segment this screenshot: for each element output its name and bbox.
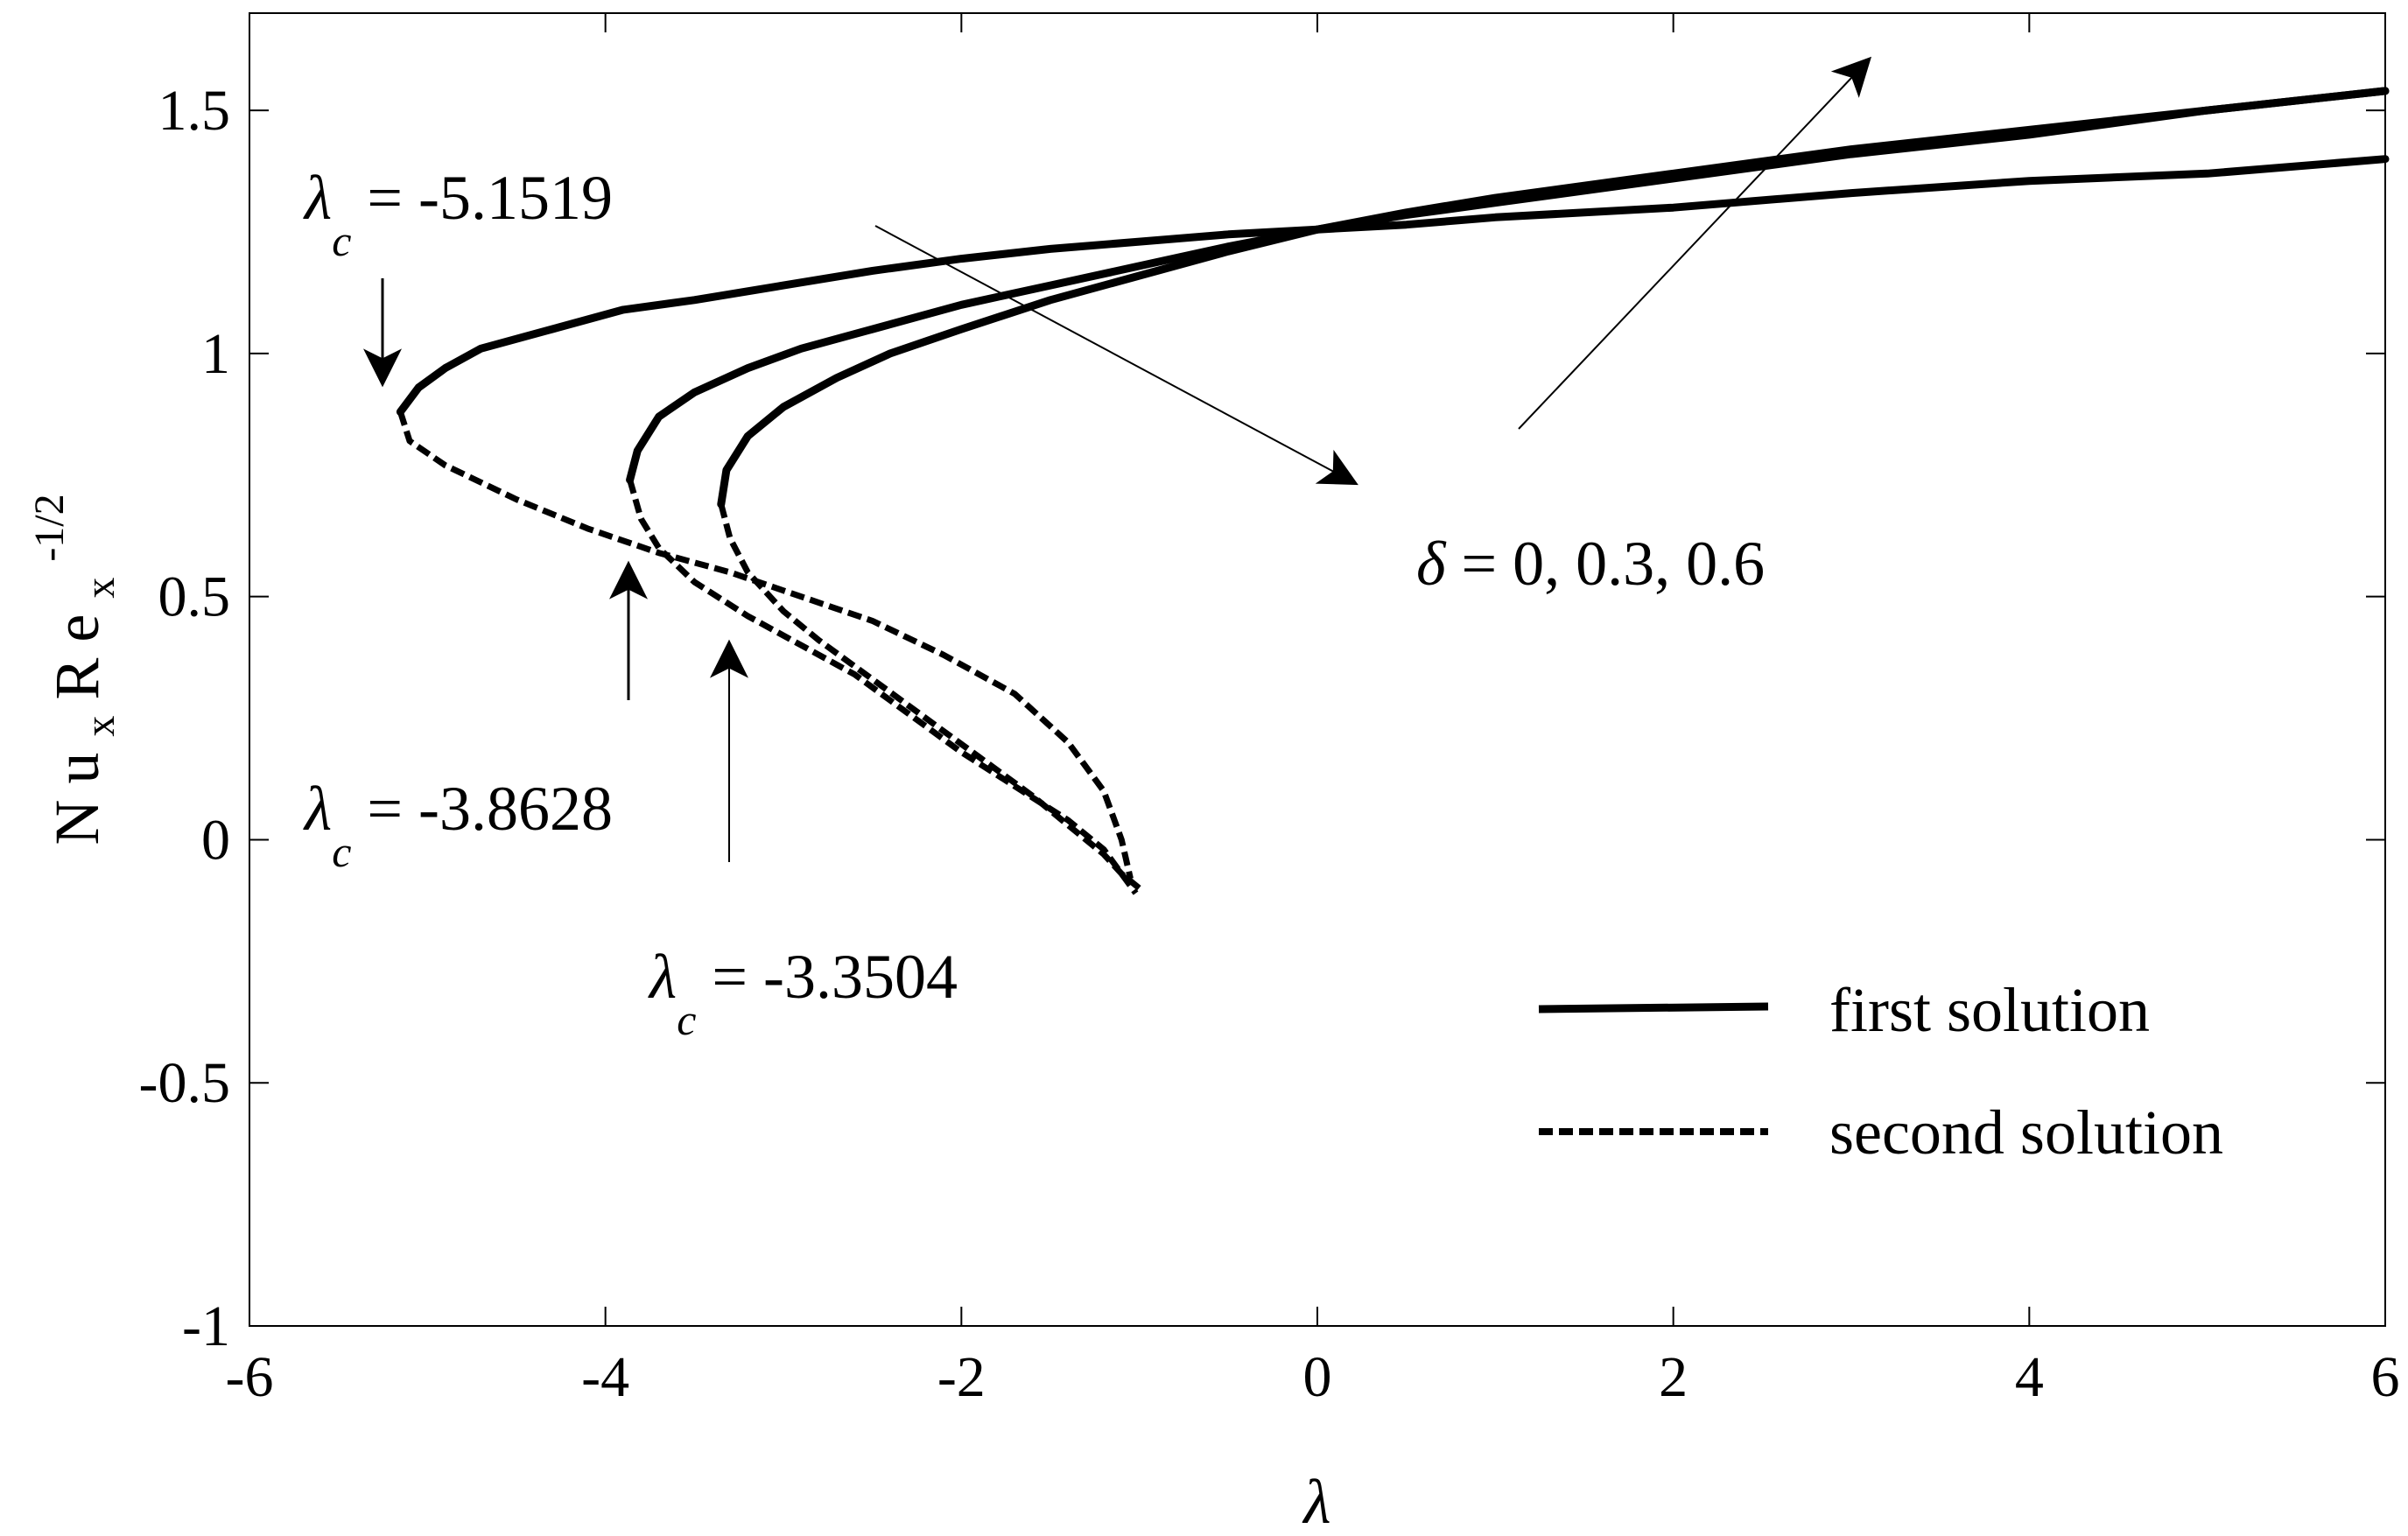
delta-label: δ = 0, 0.3, 0.6 — [1416, 529, 1765, 599]
lc3-value: = -3.3504 — [696, 942, 958, 1012]
y-axis-title: N u x R e x -1/2 — [26, 494, 128, 845]
legend-label-second: second solution — [1829, 1098, 2223, 1168]
lc3-label: λc = -3.3504 — [648, 942, 958, 1044]
series-delta-2-first-solution — [717, 87, 2390, 508]
lc2-label: λc = -3.8628 — [303, 774, 613, 876]
legend-label-first: first solution — [1829, 975, 2150, 1045]
axis-ticks — [249, 13, 2386, 1327]
x-tick-label: -4 — [581, 1345, 629, 1409]
y-axis-title-sub2: x — [77, 578, 123, 599]
x-tick-label: 4 — [2015, 1345, 2044, 1409]
series-delta-1-second-solution — [627, 479, 1139, 895]
y-axis-title-mid: R e — [42, 614, 112, 700]
delta-values: = 0, 0.3, 0.6 — [1445, 529, 1765, 599]
lc3-sub: c — [677, 995, 696, 1044]
series-delta-0-first-solution — [396, 155, 2390, 417]
y-tick-label: 0 — [201, 808, 230, 872]
y-axis-title-main: N u — [42, 753, 112, 845]
y-tick-label: -1 — [182, 1294, 230, 1358]
y-tick-label: -0.5 — [139, 1051, 230, 1115]
lc1-symbol: λ — [303, 163, 332, 233]
y-axis-title-sub1: x — [77, 716, 123, 737]
x-tick-label: 6 — [2371, 1345, 2400, 1409]
legend: first solution second solution — [1538, 975, 2223, 1168]
x-tick-label: 0 — [1303, 1345, 1332, 1409]
x-tick-label: 2 — [1659, 1345, 1688, 1409]
y-tick-label: 0.5 — [158, 565, 231, 629]
series-delta-0-second-solution — [397, 410, 1134, 880]
x-tick-labels: -6 -4 -2 0 2 4 6 — [226, 1345, 2400, 1409]
delta-symbol: δ — [1416, 529, 1447, 599]
lc1-value: = -5.1519 — [351, 163, 613, 233]
x-tick-label: -2 — [937, 1345, 986, 1409]
lc1-label: λc = -5.1519 — [303, 163, 613, 265]
x-tick-label: -6 — [226, 1345, 274, 1409]
series-delta-2-second-solution — [718, 503, 1141, 891]
legend-swatch-first — [1538, 1002, 1769, 1013]
y-axis-title-sup: -1/2 — [26, 494, 73, 561]
lc2-value: = -3.8628 — [351, 774, 613, 844]
y-tick-labels: -1 -0.5 0 0.5 1 1.5 — [139, 79, 230, 1358]
series-group — [396, 87, 2390, 895]
series-delta-1-first-solution — [626, 87, 2390, 484]
y-tick-label: 1.5 — [158, 79, 231, 143]
delta-arrow-increase — [1518, 56, 1872, 430]
lc2-symbol: λ — [303, 774, 332, 844]
lc1-sub: c — [332, 216, 351, 265]
lc2-sub: c — [332, 827, 351, 876]
x-axis-title: λ — [1302, 1467, 1330, 1536]
y-tick-label: 1 — [201, 322, 230, 386]
delta-arrow-decrease — [874, 225, 1358, 486]
lc3-symbol: λ — [648, 942, 677, 1012]
